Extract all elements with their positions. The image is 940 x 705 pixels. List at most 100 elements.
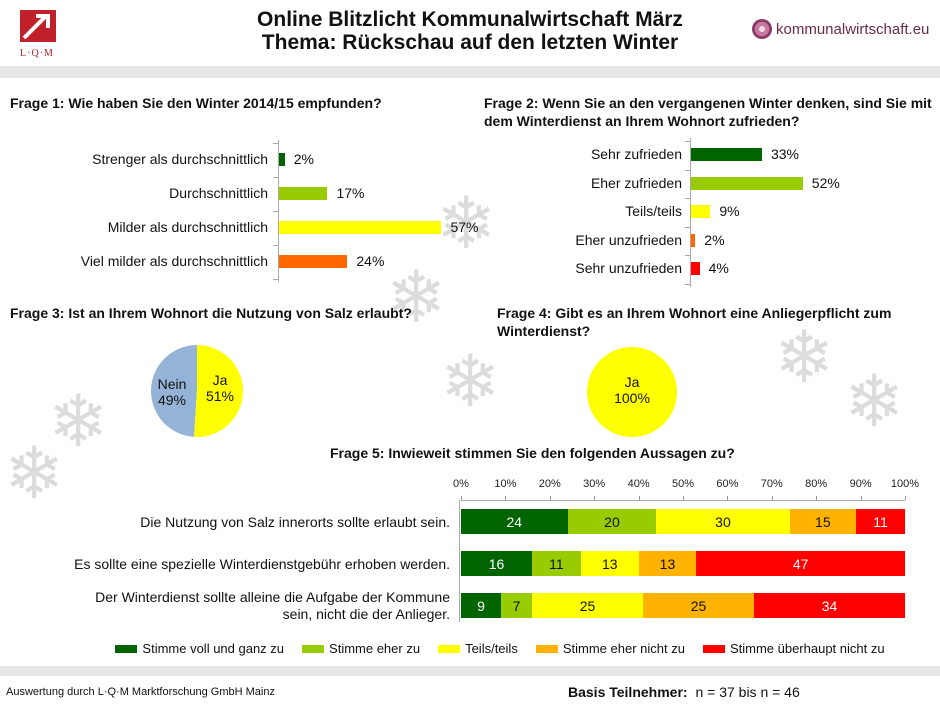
logo-text: L·Q·M [20, 48, 54, 59]
source-note: Auswertung durch L·Q·M Marktforschung Gm… [6, 686, 275, 698]
bar-value-label: 2% [704, 231, 725, 248]
snowflake-icon: ❄ [436, 184, 497, 264]
pie-slice-ja [194, 345, 243, 437]
stacked-segment: 25 [532, 593, 644, 618]
legend-label: Stimme eher nicht zu [562, 641, 685, 656]
legend-swatch [702, 644, 725, 653]
pie-label-ja-value: 51% [205, 388, 235, 404]
y-axis-tick [685, 255, 690, 256]
bar-value-label: 52% [811, 174, 840, 191]
segment-value-label: 15 [815, 513, 831, 530]
legend-item: Stimme überhaupt nicht zu [702, 641, 885, 656]
legend-swatch [115, 644, 138, 653]
y-axis-tick [273, 279, 278, 280]
stacked-segment: 9 [461, 593, 501, 618]
segment-value-label: 47 [792, 555, 809, 572]
segment-value-label: 34 [821, 597, 838, 614]
q1-title: Frage 1: Wie haben Sie den Winter 2014/1… [10, 95, 382, 111]
q2-title: Frage 2: Wenn Sie an den vergangenen Win… [484, 95, 932, 129]
legend-swatch [302, 644, 325, 653]
stacked-segment: 20 [567, 509, 657, 534]
lqm-logo-arrow-icon [20, 10, 56, 42]
statement-label: Es sollte eine spezielle Winterdienstgeb… [74, 556, 450, 573]
statement-label: Der Winterdienst sollte alleine die Aufg… [95, 589, 450, 623]
q5-legend: Stimme voll und ganz zu Stimme eher zu Tei… [60, 641, 940, 656]
category-label: Viel milder als durchschnittlich [80, 253, 268, 269]
x-axis-tick [505, 496, 507, 500]
x-tick-label: 60% [716, 478, 739, 490]
segment-value-label: 25 [579, 597, 596, 614]
q5-title: Frage 5: Inwieweit stimmen Sie den folge… [330, 445, 735, 461]
page-title: Online Blitzlicht Kommunalwirtschaft Mär… [190, 8, 750, 54]
statement-line: Der Winterdienst sollte alleine die Aufg… [95, 589, 450, 605]
category-label: Eher zufrieden [590, 174, 682, 191]
q4-pie [587, 347, 677, 437]
pie-label-nein: Nein 49% [150, 376, 194, 408]
statement-line: Die Nutzung von Salz innerorts sollte er… [140, 513, 450, 530]
stacked-segment: 13 [580, 551, 639, 576]
brand-rosette-icon [752, 19, 772, 39]
y-axis-tick [273, 211, 278, 212]
legend-label: Teils/teils [465, 641, 518, 656]
x-axis-tick [594, 496, 596, 500]
stacked-segment: 11 [856, 509, 905, 534]
bar-value-label: 4% [708, 260, 729, 277]
header-divider [0, 66, 940, 78]
bar [691, 148, 762, 162]
stacked-segment: 11 [532, 551, 581, 576]
x-axis-tick [816, 496, 818, 500]
snowflake-icon: ❄ [440, 342, 501, 422]
bar [279, 221, 442, 234]
legend-item: Stimme voll und ganz zu [115, 641, 284, 656]
category-label: Teils/teils [625, 203, 682, 220]
category-label: Sehr zufrieden [590, 146, 682, 163]
x-axis-tick [727, 496, 729, 500]
y-axis-tick [273, 143, 278, 144]
legend-item: Stimme eher zu [302, 641, 420, 656]
y-axis-tick [273, 177, 278, 178]
segment-value-label: 20 [604, 513, 620, 530]
stacked-segment: 15 [789, 509, 857, 534]
category-label: Durchschnittlich [169, 185, 268, 201]
stacked-segment: 24 [461, 509, 568, 534]
q3-pie [150, 345, 243, 437]
bar-value-label: 17% [336, 185, 365, 201]
y-axis-tick [273, 245, 278, 246]
stacked-segment: 47 [696, 551, 905, 576]
q3-title: Frage 3: Ist an Ihrem Wohnort die Nutzun… [10, 305, 412, 321]
bar [691, 233, 696, 247]
q4-title: Frage 4: Gibt es an Ihrem Wohnort eine A… [497, 305, 892, 339]
brand-text: kommunalwirtschaft.eu [776, 20, 930, 38]
q4-pie-label: Ja 100% [600, 374, 664, 406]
x-tick-label: 50% [671, 478, 695, 490]
segment-value-label: 24 [506, 513, 523, 530]
x-axis-tick [905, 496, 906, 500]
x-tick-label: 70% [760, 478, 783, 490]
category-label: Strenger als durchschnittlich [92, 151, 268, 167]
segment-value-label: 16 [488, 555, 505, 572]
legend-label: Stimme voll und ganz zu [142, 641, 285, 656]
bar [279, 187, 328, 200]
y-axis [459, 500, 460, 622]
x-axis-tick [638, 496, 640, 500]
x-axis-tick [683, 496, 684, 500]
pie-label-ja-name: Ja [212, 372, 228, 388]
bar [279, 255, 348, 268]
x-axis-tick [461, 496, 462, 500]
bar-value-label: 9% [719, 203, 740, 220]
legend-item: Stimme eher nicht zu [535, 641, 685, 656]
stacked-segment: 7 [500, 593, 533, 618]
snowflake-icon: ❄ [4, 434, 65, 514]
y-axis-tick [685, 283, 690, 285]
x-tick-label: 40% [627, 478, 650, 490]
bar-value-label: 24% [356, 253, 385, 269]
y-axis-tick [685, 169, 690, 171]
snowflake-icon: ❄ [774, 318, 835, 398]
bar [691, 262, 700, 276]
x-tick-label: 0% [453, 478, 469, 490]
title-line-2: Thema: Rückschau auf den letzten Winter [261, 31, 679, 54]
y-axis-tick [685, 226, 690, 228]
basis-info: Basis Teilnehmer: n = 37 bis n = 46 [568, 684, 800, 700]
x-axis-tick [771, 496, 773, 500]
segment-value-label: 13 [601, 555, 618, 572]
